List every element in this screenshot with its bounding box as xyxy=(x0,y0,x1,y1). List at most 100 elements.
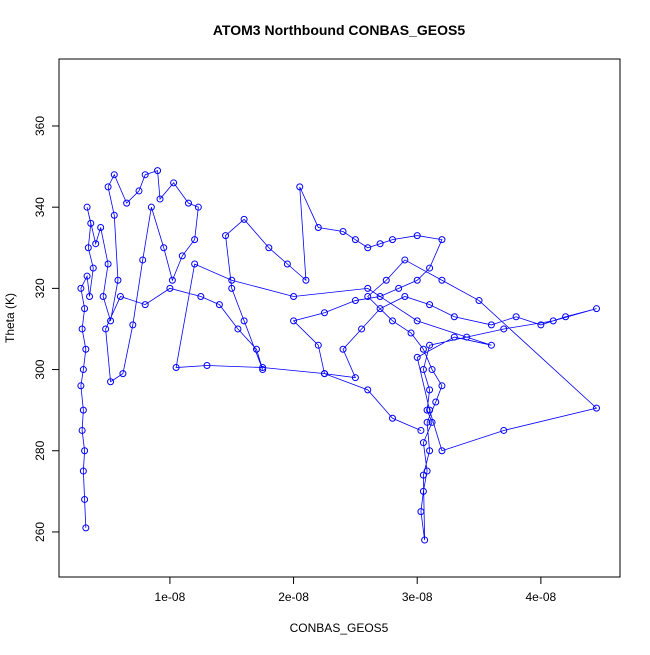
y-tick-label: 300 xyxy=(33,359,47,379)
data-point xyxy=(421,536,429,544)
data-point xyxy=(562,313,570,321)
data-point xyxy=(376,292,384,300)
y-tick-label: 280 xyxy=(33,440,47,460)
data-point xyxy=(314,341,322,349)
data-point xyxy=(116,292,124,300)
data-point xyxy=(426,447,434,455)
x-axis-label: CONBAS_GEOS5 xyxy=(290,621,389,635)
data-point xyxy=(99,292,107,300)
data-point xyxy=(401,256,409,264)
data-point xyxy=(302,276,310,284)
data-point xyxy=(401,292,409,300)
data-point xyxy=(364,386,372,394)
data-point xyxy=(413,232,421,240)
data-point xyxy=(417,508,425,516)
data-point xyxy=(351,236,359,244)
data-point xyxy=(82,345,90,353)
x-tick-label: 1e-08 xyxy=(155,590,186,604)
data-point xyxy=(107,378,115,386)
data-point xyxy=(296,183,304,191)
data-point xyxy=(358,325,366,333)
data-point xyxy=(83,272,91,280)
data-point xyxy=(154,167,162,175)
data-point xyxy=(203,361,211,369)
data-point xyxy=(114,276,122,284)
data-point xyxy=(419,439,427,447)
data-point xyxy=(259,366,267,374)
data-point xyxy=(119,370,127,378)
data-point xyxy=(81,447,89,455)
data-point xyxy=(364,284,372,292)
data-point xyxy=(423,467,431,475)
data-point xyxy=(419,487,427,495)
data-point xyxy=(156,195,164,203)
data-point xyxy=(77,382,85,390)
data-point xyxy=(339,228,347,236)
data-point xyxy=(265,244,273,252)
data-point xyxy=(191,260,199,268)
y-axis-label: Theta (K) xyxy=(3,293,17,343)
data-point xyxy=(500,325,508,333)
data-point xyxy=(110,211,118,219)
data-point xyxy=(102,325,110,333)
data-point xyxy=(283,260,291,268)
data-point xyxy=(388,317,396,325)
data-point xyxy=(426,264,434,272)
data-point xyxy=(351,374,359,382)
data-point xyxy=(234,325,242,333)
data-point xyxy=(110,171,118,179)
data-point xyxy=(77,284,85,292)
data-point xyxy=(351,297,359,305)
data-point xyxy=(78,426,86,434)
data-point xyxy=(81,305,89,313)
data-point xyxy=(407,329,415,337)
chart-title: ATOM3 Northbound CONBAS_GEOS5 xyxy=(213,22,465,38)
data-point xyxy=(438,447,446,455)
data-point xyxy=(79,366,87,374)
data-point xyxy=(500,426,508,434)
data-point xyxy=(240,215,248,223)
data-point xyxy=(107,317,115,325)
data-line xyxy=(80,170,598,541)
y-tick-label: 260 xyxy=(33,522,47,542)
data-point xyxy=(129,321,137,329)
data-point xyxy=(419,366,427,374)
data-point xyxy=(417,426,425,434)
data-point xyxy=(166,284,174,292)
data-point xyxy=(419,471,427,479)
data-point xyxy=(423,418,431,426)
data-point xyxy=(426,341,434,349)
data-point xyxy=(593,305,601,313)
data-point xyxy=(593,404,601,412)
data-point xyxy=(395,284,403,292)
data-point xyxy=(364,244,372,252)
data-point xyxy=(426,406,434,414)
data-point xyxy=(79,406,87,414)
data-point xyxy=(376,305,384,313)
data-point xyxy=(86,292,94,300)
data-point xyxy=(197,292,205,300)
data-point xyxy=(419,345,427,353)
y-tick-label: 320 xyxy=(33,278,47,298)
data-point xyxy=(222,232,230,240)
data-point xyxy=(82,524,90,532)
data-point xyxy=(215,301,223,309)
data-point xyxy=(123,199,131,207)
data-point xyxy=(240,317,248,325)
data-point xyxy=(290,292,298,300)
data-point xyxy=(450,333,458,341)
data-point xyxy=(413,276,421,284)
data-point xyxy=(139,256,147,264)
data-point xyxy=(438,236,446,244)
data-point xyxy=(314,223,322,231)
data-point xyxy=(81,495,89,503)
data-point xyxy=(78,325,86,333)
data-point xyxy=(104,260,112,268)
plot-frame xyxy=(58,58,621,578)
data-point xyxy=(104,183,112,191)
data-point xyxy=(413,353,421,361)
x-tick-label: 4e-08 xyxy=(526,590,557,604)
data-point xyxy=(428,418,436,426)
data-point xyxy=(87,219,95,227)
